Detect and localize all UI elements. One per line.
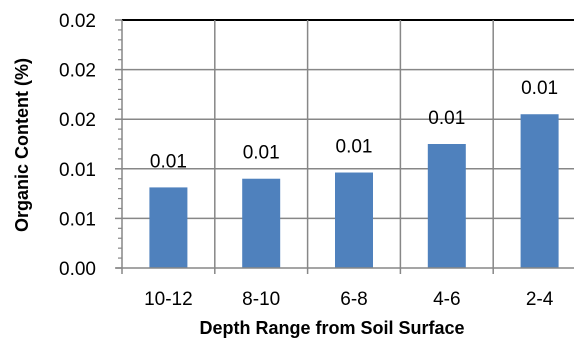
gridlines — [122, 19, 574, 268]
y-tick-label: 0.02 — [59, 11, 96, 32]
y-tick-label: 0.01 — [59, 209, 96, 230]
y-tick-label: 0.01 — [59, 160, 96, 181]
bar-6-8 — [335, 172, 373, 268]
x-tick-label: 4-6 — [433, 289, 460, 310]
axes — [115, 19, 574, 274]
bar-8-10 — [242, 178, 281, 268]
x-tick-label: 2-4 — [526, 289, 554, 310]
data-label: 0.01 — [428, 108, 465, 129]
bars — [149, 114, 559, 269]
data-labels: 0.01 0.01 0.01 0.01 0.01 — [150, 78, 558, 172]
y-tick-label: 0.02 — [59, 61, 96, 82]
x-tick-label: 10-12 — [144, 289, 193, 310]
y-tick-label: 0.02 — [59, 110, 96, 131]
bar-2-4 — [520, 114, 559, 269]
x-axis-title: Depth Range from Soil Surface — [199, 318, 464, 338]
data-label: 0.01 — [336, 137, 373, 158]
data-label: 0.01 — [243, 143, 280, 164]
data-label: 0.01 — [150, 151, 187, 172]
x-tick-labels: 10-12 8-10 6-8 4-6 2-4 — [144, 289, 554, 310]
y-tick-label: 0.00 — [59, 259, 96, 280]
bar-10-12 — [149, 187, 188, 268]
x-tick-label: 8-10 — [242, 289, 280, 310]
y-tick-labels: 0.00 0.01 0.01 0.02 0.02 0.02 — [59, 11, 96, 280]
x-tick-label: 6-8 — [340, 289, 367, 310]
bar-4-6 — [427, 144, 466, 268]
y-axis-title: Organic Content (%) — [12, 58, 32, 232]
data-label: 0.01 — [521, 78, 558, 99]
